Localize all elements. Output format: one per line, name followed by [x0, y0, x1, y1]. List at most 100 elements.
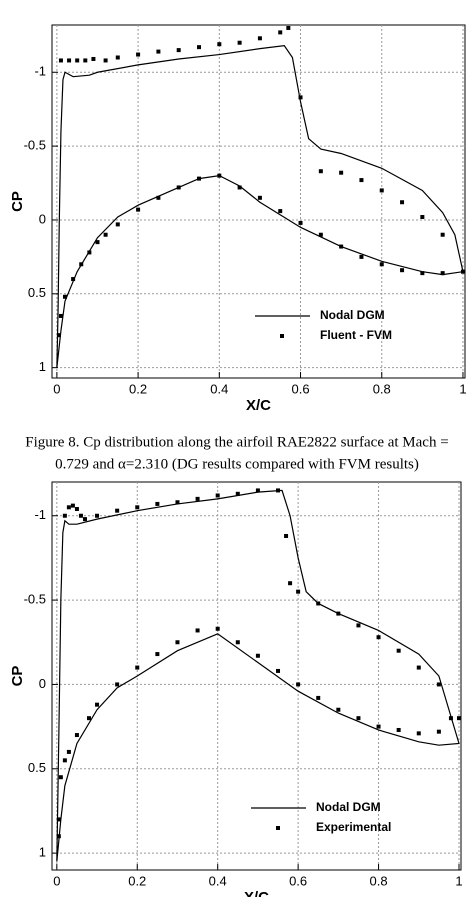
data-point [86, 716, 91, 721]
data-point [197, 176, 202, 181]
data-point [62, 758, 67, 763]
x-tick-label: 0.8 [370, 873, 388, 888]
data-point [58, 58, 63, 63]
data-point [376, 635, 381, 640]
y-tick-label: 0.5 [28, 285, 46, 300]
plot-frame [51, 24, 466, 379]
data-point [298, 220, 303, 225]
data-point [87, 250, 92, 255]
data-point [339, 170, 344, 175]
data-point [278, 30, 283, 35]
y-tick-label: -1 [34, 64, 46, 79]
x-tick-label: 0.6 [291, 381, 309, 396]
data-point [176, 48, 181, 53]
data-point [296, 682, 301, 687]
data-point [318, 169, 323, 174]
data-point [420, 271, 425, 276]
x-axis-label: X/C [244, 889, 269, 897]
data-point [316, 601, 321, 606]
data-point [396, 648, 401, 653]
y-axis-label: CP [9, 191, 26, 212]
data-point [58, 313, 63, 318]
x-axis-label: X/C [246, 397, 271, 414]
legend-label: Experimental [316, 820, 391, 834]
data-point [379, 188, 384, 193]
data-point [197, 45, 202, 50]
caption-line: 0.729 and α=2.310 (DG results compared w… [55, 456, 419, 472]
x-tick-label: 0.2 [129, 381, 147, 396]
data-point [460, 269, 465, 274]
y-tick-label: -0.5 [24, 592, 46, 607]
data-point [257, 36, 262, 41]
data-point [436, 682, 441, 687]
y-tick-label: 1 [39, 359, 46, 374]
y-tick-label: 0 [39, 211, 46, 226]
data-point [195, 496, 200, 501]
data-point [62, 294, 67, 299]
data-point [115, 55, 120, 60]
legend-marker [280, 334, 284, 338]
data-point [217, 173, 222, 178]
data-point [318, 232, 323, 237]
plot-frame [51, 481, 462, 871]
data-point [155, 501, 160, 506]
data-point [298, 95, 303, 100]
data-point [284, 533, 289, 538]
data-point [135, 665, 140, 670]
data-point [58, 775, 63, 780]
data-point [255, 488, 260, 493]
data-point [195, 628, 200, 633]
data-point [376, 724, 381, 729]
data-point [91, 56, 96, 61]
data-point [215, 626, 220, 631]
x-tick-label: 0.4 [210, 381, 228, 396]
x-tick-label: 1 [459, 381, 466, 396]
data-point [257, 195, 262, 200]
y-tick-label: -1 [34, 507, 46, 522]
data-point [276, 488, 281, 493]
data-point [136, 52, 141, 57]
data-point [74, 733, 79, 738]
data-point [440, 271, 445, 276]
data-point [175, 640, 180, 645]
legend-label: Nodal DGM [316, 800, 381, 814]
x-tick-label: 0 [53, 381, 60, 396]
legend-label: Nodal DGM [320, 308, 385, 322]
data-point [103, 232, 108, 237]
data-point [255, 653, 260, 658]
data-point [70, 503, 75, 508]
y-tick-label: 1 [39, 845, 46, 860]
data-point [74, 506, 79, 511]
data-point [83, 58, 88, 63]
data-point [336, 611, 341, 616]
data-point [379, 262, 384, 267]
data-point [176, 185, 181, 190]
data-point [235, 640, 240, 645]
data-point [217, 42, 222, 47]
data-line [56, 45, 464, 368]
x-tick-label: 0.2 [128, 873, 146, 888]
data-point [456, 716, 461, 721]
data-point [136, 207, 141, 212]
data-point [288, 581, 293, 586]
data-point [396, 727, 401, 732]
data-point [448, 716, 453, 721]
data-point [103, 58, 108, 63]
data-point [82, 517, 87, 522]
data-point [237, 40, 242, 45]
data-point [79, 262, 84, 267]
data-point [440, 232, 445, 237]
legend-label: Fluent - FVM [320, 328, 392, 342]
data-point [215, 493, 220, 498]
data-point [78, 513, 83, 518]
y-tick-label: 0.5 [28, 760, 46, 775]
x-tick-label: 0.4 [209, 873, 227, 888]
x-tick-label: 0 [53, 873, 60, 888]
x-tick-label: 0.8 [373, 381, 391, 396]
y-tick-label: 0 [39, 676, 46, 691]
data-point [62, 513, 67, 518]
data-point [339, 244, 344, 249]
data-point [359, 254, 364, 259]
